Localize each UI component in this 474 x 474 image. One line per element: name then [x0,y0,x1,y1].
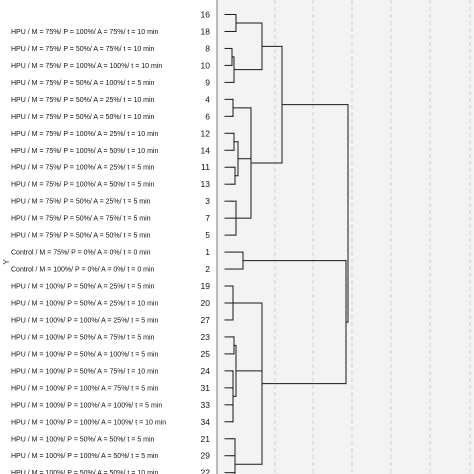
leaf-label-9: HPU / M = 75%/ P = 50%/ A = 100%/ t = 5 … [11,80,155,87]
leaf-number-4: 4 [205,94,210,104]
leaf-labels: HPU / M = 75%/ P = 100%/ A = 75%/ t = 10… [11,29,166,474]
leaf-number-6: 6 [205,111,210,121]
leaf-number-19: 19 [201,281,211,291]
leaf-label-31: HPU / M = 100%/ P = 100%/ A = 75%/ t = 5… [11,385,158,392]
leaf-label-3: HPU / M = 75%/ P = 50%/ A = 25%/ t = 5 m… [11,199,151,206]
plot-frame [216,0,474,474]
leaf-number-22: 22 [201,468,211,474]
leaf-number-10: 10 [201,60,211,70]
leaf-number-2: 2 [205,264,210,274]
leaf-label-2: Control / M = 100%/ P = 0%/ A = 0%/ t = … [11,267,155,274]
leaf-label-21: HPU / M = 100%/ P = 50%/ A = 50%/ t = 5 … [11,436,155,443]
leaf-number-5: 5 [205,230,210,240]
leaf-number-13: 13 [201,179,211,189]
leaf-label-14: HPU / M = 75%/ P = 100%/ A = 50%/ t = 10… [11,148,158,155]
grid-lines [274,0,471,474]
leaf-number-20: 20 [201,298,211,308]
leaf-label-8: HPU / M = 75%/ P = 50%/ A = 75%/ t = 10 … [11,46,155,53]
leaf-number-7: 7 [205,213,210,223]
leaf-label-34: HPU / M = 100%/ P = 100%/ A = 100%/ t = … [11,419,166,426]
leaf-label-4: HPU / M = 75%/ P = 50%/ A = 25%/ t = 10 … [11,97,155,104]
leaf-label-7: HPU / M = 75%/ P = 50%/ A = 75%/ t = 5 m… [11,216,151,223]
y-axis-label: Y [2,259,11,265]
leaf-number-11: 11 [201,162,210,172]
leaf-number-25: 25 [201,349,211,359]
leaf-number-18: 18 [201,26,211,36]
leaf-label-23: HPU / M = 100%/ P = 50%/ A = 75%/ t = 5 … [11,334,155,341]
leaf-numbers: 1618810946121411133751219202723252431333… [201,10,211,474]
leaf-label-10: HPU / M = 75%/ P = 100%/ A = 100%/ t = 1… [11,63,162,70]
leaf-label-27: HPU / M = 100%/ P = 100%/ A = 25%/ t = 5… [11,317,158,324]
leaf-label-24: HPU / M = 100%/ P = 50%/ A = 75%/ t = 10… [11,368,158,375]
dendrogram-branches [224,14,349,474]
leaf-label-1: Control / M = 75%/ P = 0%/ A = 0%/ t = 0… [11,250,151,257]
leaf-number-21: 21 [201,434,211,444]
leaf-number-8: 8 [205,43,210,53]
leaf-label-12: HPU / M = 75%/ P = 100%/ A = 25%/ t = 10… [11,131,158,138]
plot-area [216,0,474,474]
leaf-number-14: 14 [201,145,211,155]
leaf-label-33: HPU / M = 100%/ P = 100%/ A = 100%/ t = … [11,402,162,409]
leaf-number-31: 31 [201,383,211,393]
leaf-number-9: 9 [205,77,210,87]
leaf-label-20: HPU / M = 100%/ P = 50%/ A = 25%/ t = 10… [11,300,158,307]
leaf-number-16: 16 [201,10,211,20]
leaf-label-18: HPU / M = 75%/ P = 100%/ A = 75%/ t = 10… [11,29,158,36]
leaf-number-24: 24 [201,366,211,376]
leaf-label-29: HPU / M = 100%/ P = 100%/ A = 50%/ t = 5… [11,453,158,460]
leaf-label-13: HPU / M = 75%/ P = 100%/ A = 50%/ t = 5 … [11,182,155,189]
leaf-number-3: 3 [205,196,210,206]
leaf-number-23: 23 [201,332,211,342]
leaf-label-6: HPU / M = 75%/ P = 50%/ A = 50%/ t = 10 … [11,114,155,121]
leaf-label-25: HPU / M = 100%/ P = 50%/ A = 100%/ t = 5… [11,351,158,358]
leaf-number-12: 12 [201,128,211,138]
leaf-number-1: 1 [205,247,210,257]
leaf-number-34: 34 [201,417,211,427]
leaf-label-19: HPU / M = 100%/ P = 50%/ A = 25%/ t = 5 … [11,284,155,291]
leaf-number-33: 33 [201,400,211,410]
leaf-number-27: 27 [201,315,211,325]
leaf-label-22: HPU / M = 100%/ P = 50%/ A = 50%/ t = 10… [11,470,158,474]
leaf-label-5: HPU / M = 75%/ P = 50%/ A = 50%/ t = 5 m… [11,233,151,240]
leaf-number-29: 29 [201,451,211,461]
leaf-label-11: HPU / M = 75%/ P = 100%/ A = 25%/ t = 5 … [11,165,155,172]
